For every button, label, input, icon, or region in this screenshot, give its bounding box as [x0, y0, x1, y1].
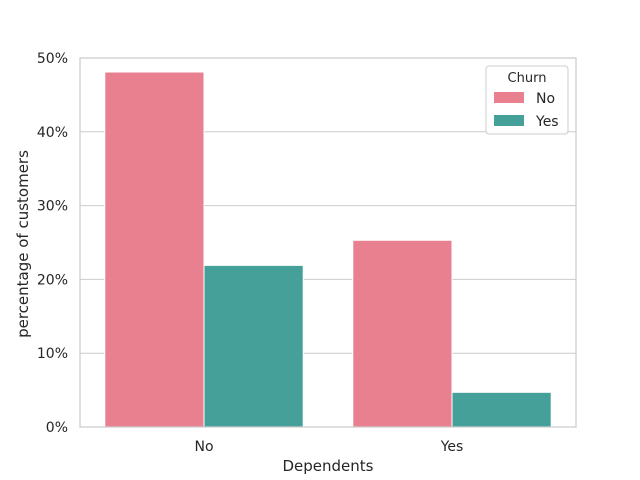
y-tick-label: 10%: [37, 346, 68, 362]
bar-no-no: [104, 71, 205, 428]
bar-no-yes: [203, 264, 304, 428]
y-tick-labels: 0% 10% 20% 30% 40% 50%: [37, 51, 68, 436]
legend-swatch-yes: [494, 115, 524, 126]
bars: [104, 71, 552, 428]
y-axis-label: percentage of customers: [14, 150, 32, 338]
y-tick-label: 50%: [37, 51, 68, 67]
legend-label-no: No: [536, 91, 555, 107]
x-tick-label: Yes: [440, 439, 464, 455]
x-tick-labels: No Yes: [194, 439, 463, 455]
x-tick-label: No: [194, 439, 213, 455]
legend-label-yes: Yes: [535, 114, 559, 130]
y-tick-label: 20%: [37, 272, 68, 288]
legend-swatch-no: [494, 92, 524, 103]
y-tick-label: 40%: [37, 125, 68, 141]
bar-yes-yes: [451, 391, 552, 428]
plot-frame: [79, 57, 577, 428]
legend-title: Churn: [508, 71, 547, 86]
legend: Churn No Yes: [485, 65, 569, 135]
x-axis-label: Dependents: [283, 457, 374, 475]
y-tick-label: 0%: [46, 420, 68, 436]
bar-yes-no: [352, 239, 453, 428]
y-tick-label: 30%: [37, 199, 68, 215]
